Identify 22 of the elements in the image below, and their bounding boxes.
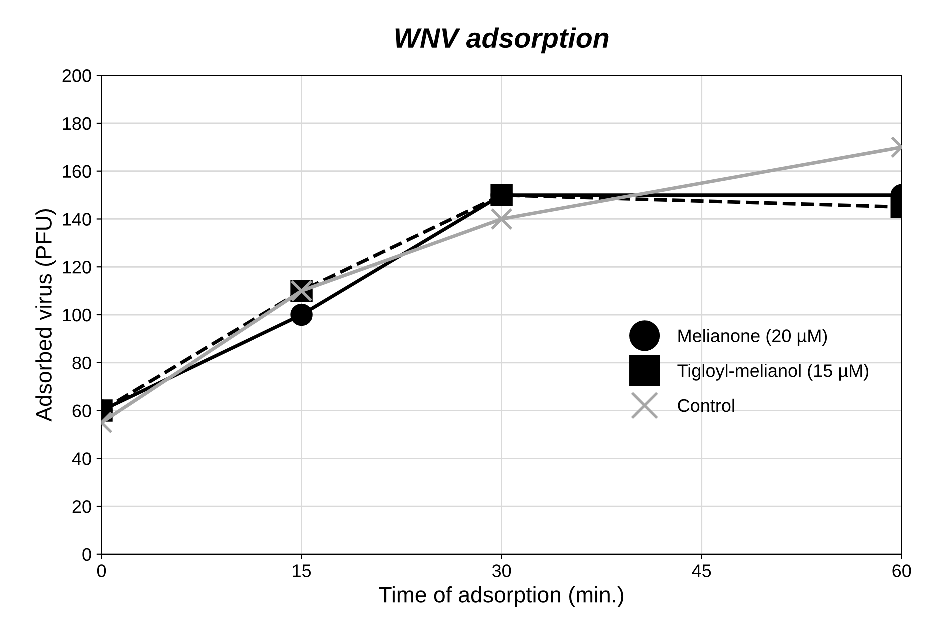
x-tick-label: 15 bbox=[293, 564, 312, 578]
legend-label: Tigloyl-melianol (15 µM) bbox=[678, 364, 869, 381]
y-tick-label: 100 bbox=[63, 308, 92, 322]
y-tick-label: 0 bbox=[82, 548, 92, 562]
y-tick-label: 140 bbox=[63, 213, 92, 226]
legend-label: Melianone (20 µM) bbox=[678, 329, 828, 346]
y-tick-label: 40 bbox=[72, 452, 92, 466]
y-tick-label: 180 bbox=[63, 117, 92, 130]
y-tick-label: 60 bbox=[72, 404, 92, 418]
y-tick-label: 120 bbox=[63, 261, 92, 274]
x-tick-label: 0 bbox=[97, 564, 106, 578]
y-tick-label: 80 bbox=[72, 356, 92, 370]
y-tick-label: 160 bbox=[63, 165, 92, 178]
x-tick-label: 30 bbox=[492, 564, 512, 578]
x-tick-label: 60 bbox=[892, 564, 912, 578]
legend-label: Control bbox=[678, 398, 734, 412]
y-axis-title: Adsorbed virus (PFU) bbox=[36, 210, 56, 422]
y-tick-label: 20 bbox=[72, 500, 92, 514]
chart-title: WNV adsorption bbox=[396, 28, 609, 54]
x-axis-title: Time of adsorption (min.) bbox=[379, 586, 624, 608]
x-tick-label: 45 bbox=[692, 564, 712, 578]
y-tick-label: 200 bbox=[62, 70, 92, 82]
